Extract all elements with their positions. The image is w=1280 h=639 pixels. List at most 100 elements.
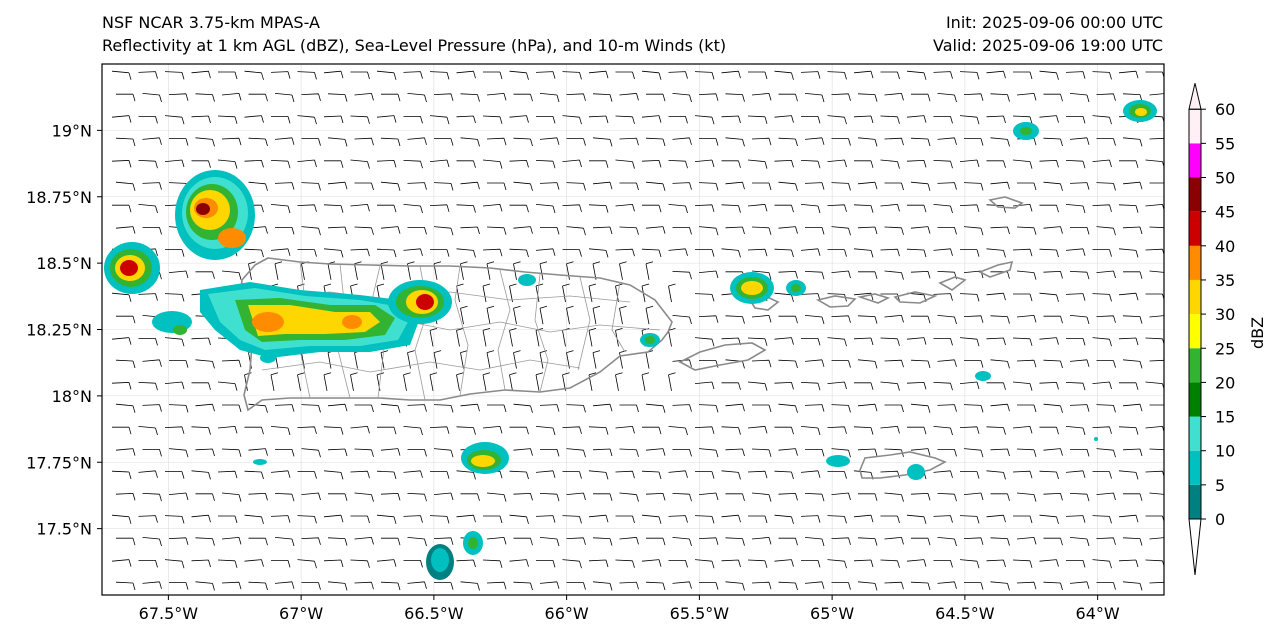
wind-barb	[350, 559, 370, 568]
wind-barb	[641, 470, 662, 480]
wind-barb	[937, 493, 957, 502]
wind-barb	[959, 159, 980, 168]
wind-barb	[672, 493, 692, 502]
wind-barb	[323, 470, 344, 480]
wind-barb	[509, 328, 517, 347]
wind-barb	[615, 559, 635, 568]
wind-barb	[513, 448, 533, 456]
wind-barb	[248, 581, 268, 591]
wind-barb	[1017, 182, 1037, 191]
wind-barb	[221, 137, 242, 146]
wind-barb	[880, 381, 900, 391]
wind-barb	[963, 448, 984, 458]
wind-barb	[695, 249, 715, 257]
colorbar-bin	[1189, 279, 1201, 315]
wind-barb	[646, 93, 666, 102]
wind-barb	[1065, 382, 1086, 391]
wind-barb	[641, 372, 650, 391]
wind-barb	[327, 403, 348, 412]
wind-barb	[800, 204, 821, 214]
wind-barb	[857, 315, 878, 324]
wind-barb	[482, 372, 491, 391]
wind-barb	[801, 338, 821, 346]
wind-barb	[1096, 537, 1116, 545]
wind-barb	[778, 537, 798, 546]
wind-barb	[1043, 93, 1063, 102]
wind-barb	[138, 293, 158, 301]
wind-barb	[1065, 426, 1086, 436]
wind-barb	[323, 559, 344, 568]
wind-barb	[244, 160, 264, 168]
wind-barb	[672, 271, 692, 280]
wind-barb	[1123, 493, 1143, 501]
wind-barb	[1043, 226, 1063, 234]
wind-barb	[778, 581, 798, 591]
wind-barb	[906, 559, 927, 567]
echo-cell	[218, 228, 246, 248]
wind-barb	[748, 515, 768, 524]
wind-barb	[884, 93, 904, 101]
wind-barb	[1012, 381, 1033, 391]
wind-barb	[429, 159, 450, 168]
wind-barb	[244, 559, 264, 567]
wind-barb	[963, 315, 984, 323]
wind-barb	[853, 426, 874, 435]
wind-barb	[483, 515, 503, 524]
wind-barb	[986, 292, 1006, 301]
wind-barb	[270, 426, 291, 436]
wind-barb	[377, 426, 397, 435]
wind-barb	[937, 581, 957, 589]
wind-barb	[433, 404, 454, 413]
wind-barb	[592, 181, 613, 190]
wind-barb	[115, 581, 136, 591]
wind-barb	[217, 426, 238, 434]
wind-barb	[827, 515, 847, 524]
wind-barb	[115, 181, 136, 191]
wind-barb	[827, 471, 847, 479]
wind-barb	[778, 448, 798, 456]
wind-barb	[619, 404, 639, 413]
wind-barb	[1122, 403, 1143, 412]
wind-barb	[668, 204, 688, 214]
wind-barb	[1118, 514, 1139, 523]
wind-barb	[486, 226, 507, 235]
wind-barb	[778, 137, 798, 147]
wind-barb	[880, 337, 900, 346]
wind-barb	[456, 559, 476, 568]
wind-barb	[1096, 182, 1116, 191]
wind-barb	[592, 305, 601, 325]
valid-time: Valid: 2025-09-06 19:00 UTC	[932, 36, 1163, 55]
wind-barb	[169, 582, 189, 590]
wind-barb	[698, 537, 719, 545]
wind-barb	[301, 448, 321, 458]
wind-barb	[407, 493, 427, 502]
wind-barb	[562, 115, 582, 125]
wind-barb	[116, 537, 136, 546]
wind-barb	[513, 181, 533, 191]
wind-barb	[937, 182, 957, 190]
wind-barb	[1013, 293, 1033, 302]
wind-barb	[1118, 426, 1139, 435]
wind-barb	[986, 70, 1006, 79]
wind-barb	[354, 492, 374, 502]
colorbar-bin	[1189, 348, 1201, 383]
wind-barb	[694, 159, 715, 168]
wind-barb	[778, 403, 798, 413]
wind-barb	[509, 470, 529, 480]
wind-barb	[668, 248, 688, 256]
wind-barb	[1043, 493, 1063, 501]
wind-barb	[433, 448, 454, 458]
wind-barb	[217, 559, 238, 568]
wind-barb	[588, 426, 609, 435]
wind-barb	[138, 426, 158, 436]
wind-barb	[350, 204, 370, 212]
wind-barb	[195, 403, 215, 412]
echo-band	[248, 305, 380, 336]
wind-barb	[778, 181, 798, 191]
vieques-coastline	[678, 342, 767, 371]
wind-barb	[990, 493, 1010, 501]
wind-barb	[668, 328, 676, 347]
wind-barb	[535, 71, 556, 79]
wind-barb	[221, 537, 242, 545]
wind-barb	[164, 159, 185, 168]
